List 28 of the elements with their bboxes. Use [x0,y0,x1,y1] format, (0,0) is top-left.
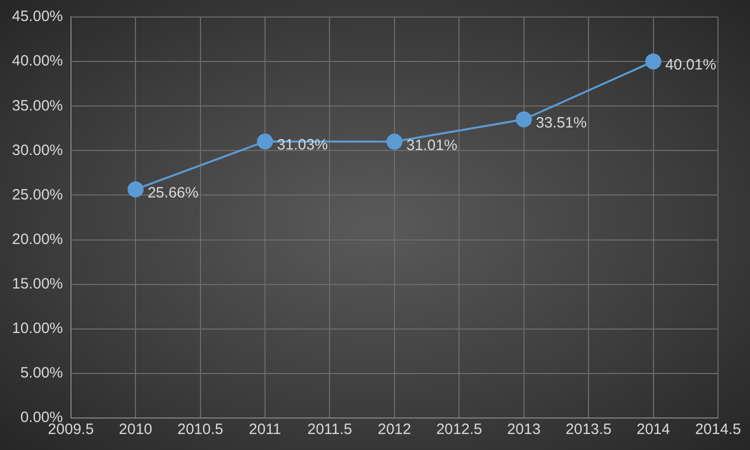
y-tick-label: 35.00% [12,97,63,114]
x-tick-label: 2010.5 [177,421,224,438]
data-label: 31.01% [406,136,458,154]
y-tick-label: 40.00% [12,52,63,70]
x-tick-label: 2011.5 [307,421,352,438]
data-label: 25.66% [148,184,198,202]
y-tick-label: 45.00% [12,8,63,26]
x-tick-label: 2014.5 [695,421,741,438]
x-tick-label: 2014 [636,421,670,438]
y-tick-label: 5.00% [20,364,63,382]
point [128,181,144,198]
data-label: 40.01% [665,56,716,74]
y-tick-label: 20.00% [12,230,63,248]
y-tick-label: 15.00% [12,275,63,292]
x-tick-label: 2013.5 [566,421,612,438]
data-label: 33.51% [536,114,587,132]
x-tick-label: 2012.5 [436,421,482,438]
y-tick-label: 10.00% [12,320,63,338]
point [257,133,274,150]
point [386,134,402,150]
x-tick-label: 2013 [507,421,541,438]
point [645,53,662,70]
y-tick-label: 25.00% [12,186,63,204]
x-tick-label: 2012 [378,421,412,438]
point [516,111,532,128]
y-tick-label: 30.00% [12,142,63,159]
x-tick-label: 2011 [248,421,282,438]
x-tick-label: 2010 [118,421,152,438]
